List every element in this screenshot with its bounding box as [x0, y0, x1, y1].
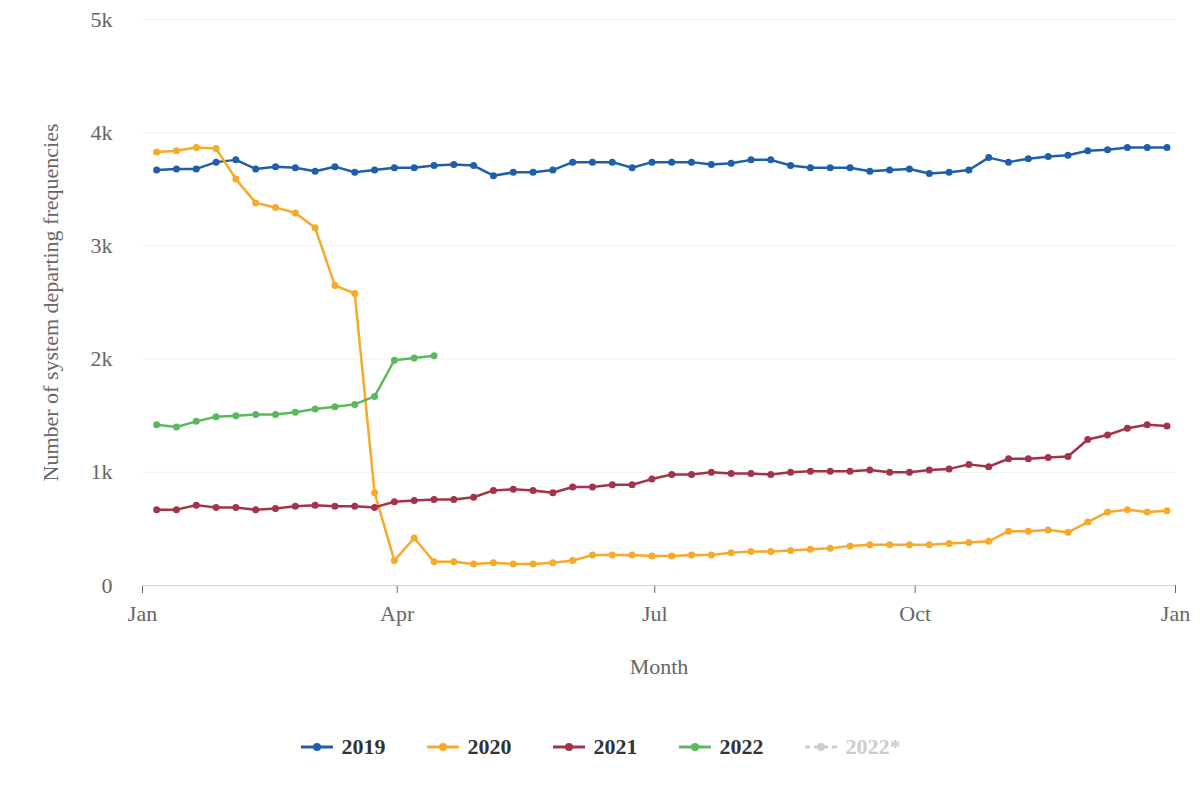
- svg-text:Jul: Jul: [642, 601, 668, 626]
- svg-text:Jan: Jan: [128, 601, 157, 626]
- svg-text:Oct: Oct: [899, 601, 931, 626]
- html-text:2021: 2021: [593, 734, 638, 759]
- svg-text:3k: 3k: [91, 233, 113, 258]
- svg-text:Apr: Apr: [380, 601, 415, 626]
- svg-text:1k: 1k: [91, 459, 113, 484]
- svg-text:2k: 2k: [91, 346, 113, 371]
- html-text:2022*: 2022*: [845, 734, 901, 759]
- svg-text:Number of system departing fre: Number of system departing frequencies: [38, 124, 63, 482]
- svg-text:Jan: Jan: [1161, 601, 1190, 626]
- svg-text:Month: Month: [630, 654, 689, 679]
- html-text:2019: 2019: [341, 734, 386, 759]
- svg-text:0: 0: [102, 573, 113, 598]
- svg-text:4k: 4k: [91, 120, 113, 145]
- html-text:2022: 2022: [719, 734, 764, 759]
- html-text:2020: 2020: [467, 734, 512, 759]
- svg-text:5k: 5k: [91, 7, 113, 32]
